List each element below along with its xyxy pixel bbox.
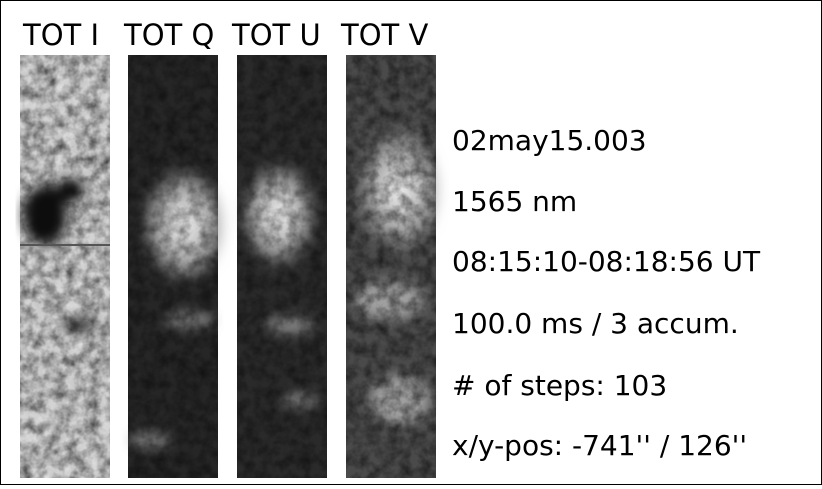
display: TOT I TOT Q TOT U TOT V 02may15.003 1565 nm 08… (0, 0, 822, 485)
info-line: 1565 nm (452, 185, 577, 218)
panel-label: TOT Q (123, 18, 214, 52)
info-line: 08:15:10-08:18:56 UT (452, 245, 761, 278)
stokes-q-image (128, 55, 225, 478)
panel-label: TOT U (231, 18, 321, 52)
stokes-v-image (346, 55, 440, 478)
page: TOT I TOT Q TOT U TOT V 02may15.003 1565 nm 08… (0, 0, 822, 489)
stokes-i-image (20, 55, 110, 478)
info-line: x/y-pos: -741'' / 126'' (452, 429, 747, 462)
info-line: # of steps: 103 (452, 369, 667, 402)
panel-label: TOT V (340, 18, 428, 52)
info-line: 100.0 ms / 3 accum. (452, 307, 739, 340)
panel-label: TOT I (22, 18, 99, 52)
info-line: 02may15.003 (452, 124, 647, 157)
stokes-u-image (235, 55, 327, 478)
